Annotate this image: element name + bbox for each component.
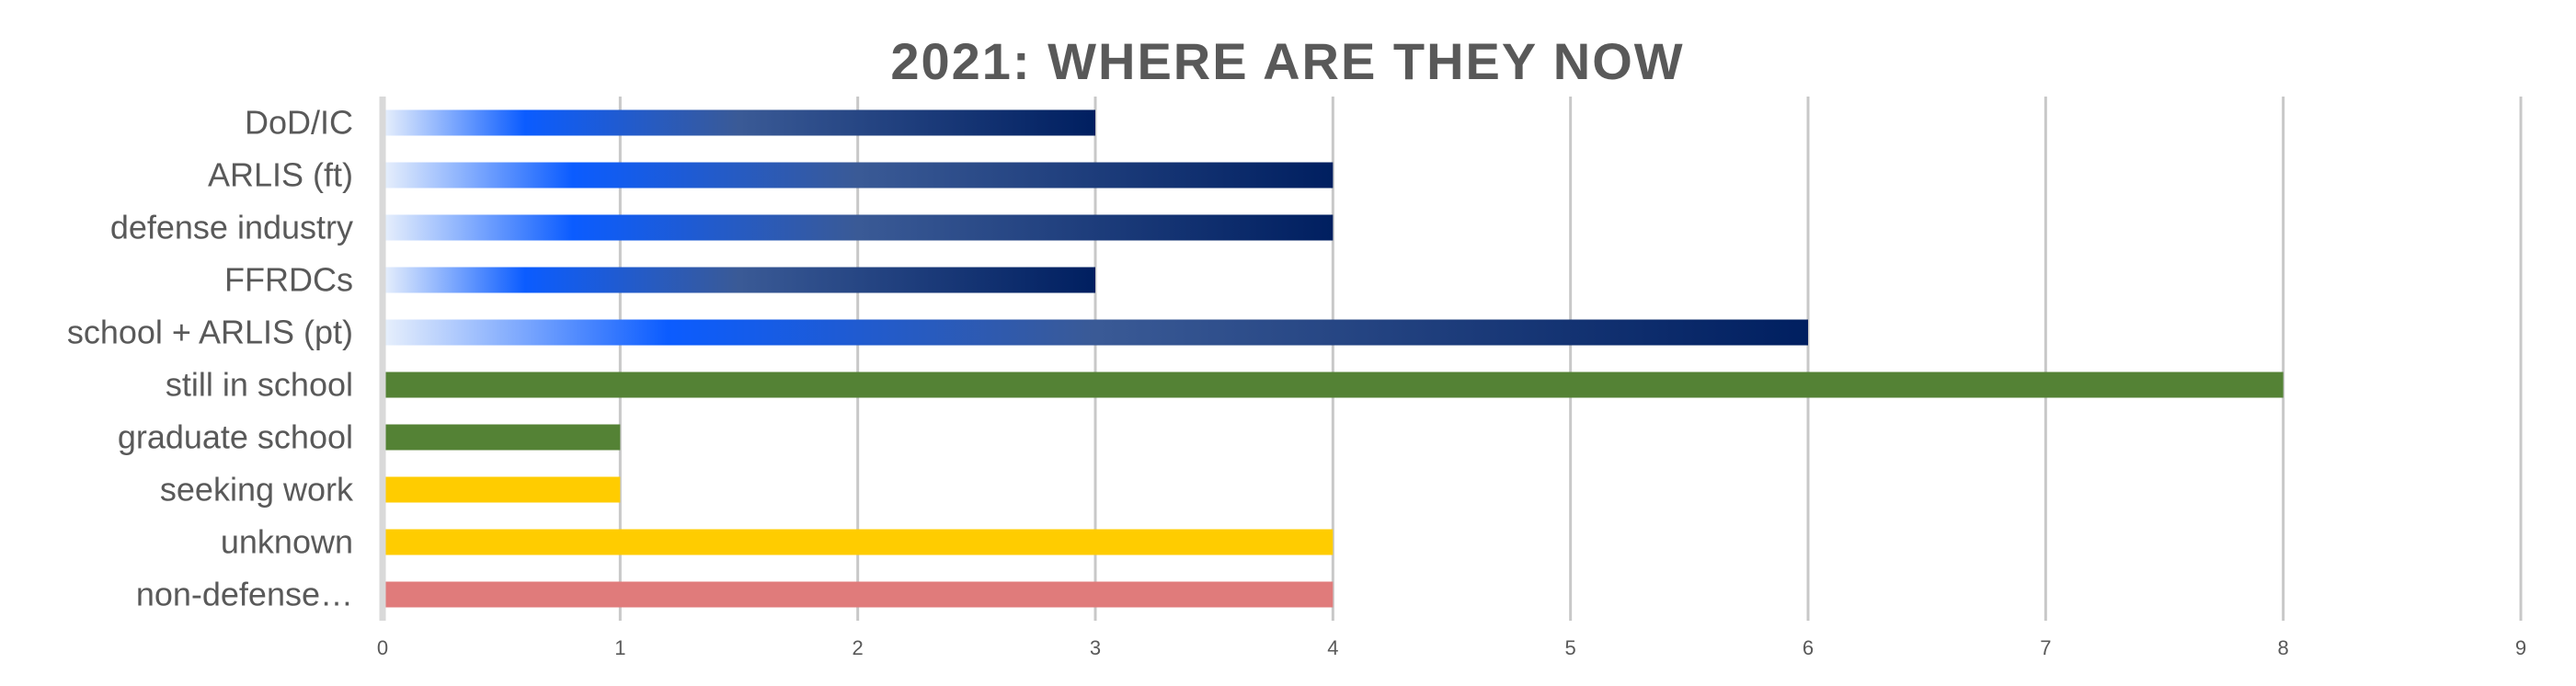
category-label: FFRDCs	[224, 261, 353, 299]
x-tick-label: 7	[2040, 636, 2051, 659]
x-tick-label: 4	[1327, 636, 1338, 659]
category-label: still in school	[166, 366, 353, 404]
x-tick-label: 1	[614, 636, 625, 659]
category-label: non-defense…	[136, 576, 353, 613]
category-label: school + ARLIS (pt)	[67, 314, 353, 351]
category-label: ARLIS (ft)	[208, 156, 353, 194]
bar-ffrdcs	[383, 267, 1095, 293]
chart-title: 2021: WHERE ARE THEY NOW	[890, 32, 1684, 90]
category-label: graduate school	[118, 418, 353, 456]
x-tick-label: 6	[1803, 636, 1814, 659]
x-tick-label: 3	[1090, 636, 1101, 659]
x-tick-labels: 0 1 2 3 4 5 6 7 8 9	[377, 636, 2526, 659]
category-label: seeking work	[160, 471, 354, 509]
bar-seeking-work	[383, 476, 621, 503]
x-tick-label: 2	[853, 636, 864, 659]
x-tick-label: 5	[1565, 636, 1576, 659]
category-labels: DoD/IC ARLIS (ft) defense industry FFRDCs sc…	[67, 104, 354, 613]
category-label: defense industry	[110, 209, 353, 246]
x-tick-label: 0	[377, 636, 388, 659]
bars	[383, 109, 2284, 608]
bar-non-defense	[383, 581, 1334, 608]
bar-arlis-ft	[383, 162, 1334, 189]
category-label: DoD/IC	[245, 104, 353, 142]
bar-graduate-school	[383, 424, 621, 451]
bar-dod-ic	[383, 109, 1095, 136]
bar-defense-industry	[383, 214, 1334, 241]
bar-school-arlis-pt	[383, 319, 1808, 346]
category-label: unknown	[221, 523, 353, 561]
bar-unknown	[383, 529, 1334, 555]
x-tick-label: 9	[2515, 636, 2526, 659]
bar-still-in-school	[383, 372, 2284, 398]
x-tick-label: 8	[2278, 636, 2289, 659]
